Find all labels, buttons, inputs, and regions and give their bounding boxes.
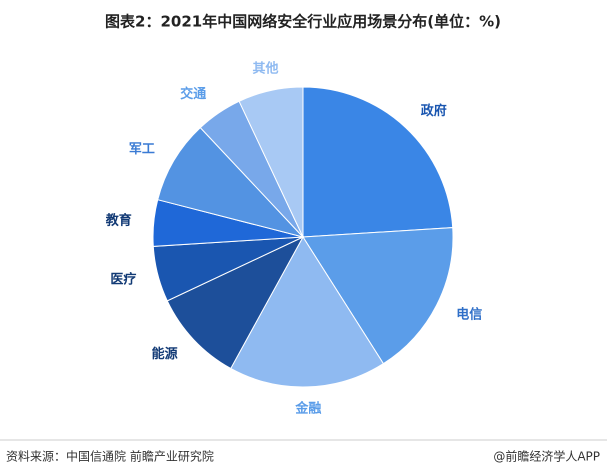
pie-slice — [157, 126, 305, 238]
slice-label: 政府 — [421, 103, 447, 119]
credit: @前瞻经济学人APP — [493, 449, 600, 464]
slice-label: 交通 — [180, 86, 206, 102]
slice-label: 金融 — [294, 400, 321, 416]
pie-slice — [302, 86, 454, 238]
slice-label: 其他 — [252, 61, 278, 77]
pie-slice — [230, 236, 385, 388]
slice-label: 医疗 — [110, 271, 136, 287]
slice-label: 军工 — [129, 142, 155, 157]
source: 资料来源：中国信通院 前瞻产业研究院 — [6, 449, 214, 464]
pie-slice — [166, 235, 305, 370]
slice-label: 电信 — [456, 307, 482, 323]
pie-slice — [238, 86, 304, 238]
pie-slice — [302, 227, 454, 365]
slice-label: 教育 — [105, 212, 132, 228]
slice-label: 能源 — [152, 346, 178, 362]
chart-title: 图表2：2021年中国网络安全行业应用场景分布(单位：%) — [105, 13, 501, 31]
